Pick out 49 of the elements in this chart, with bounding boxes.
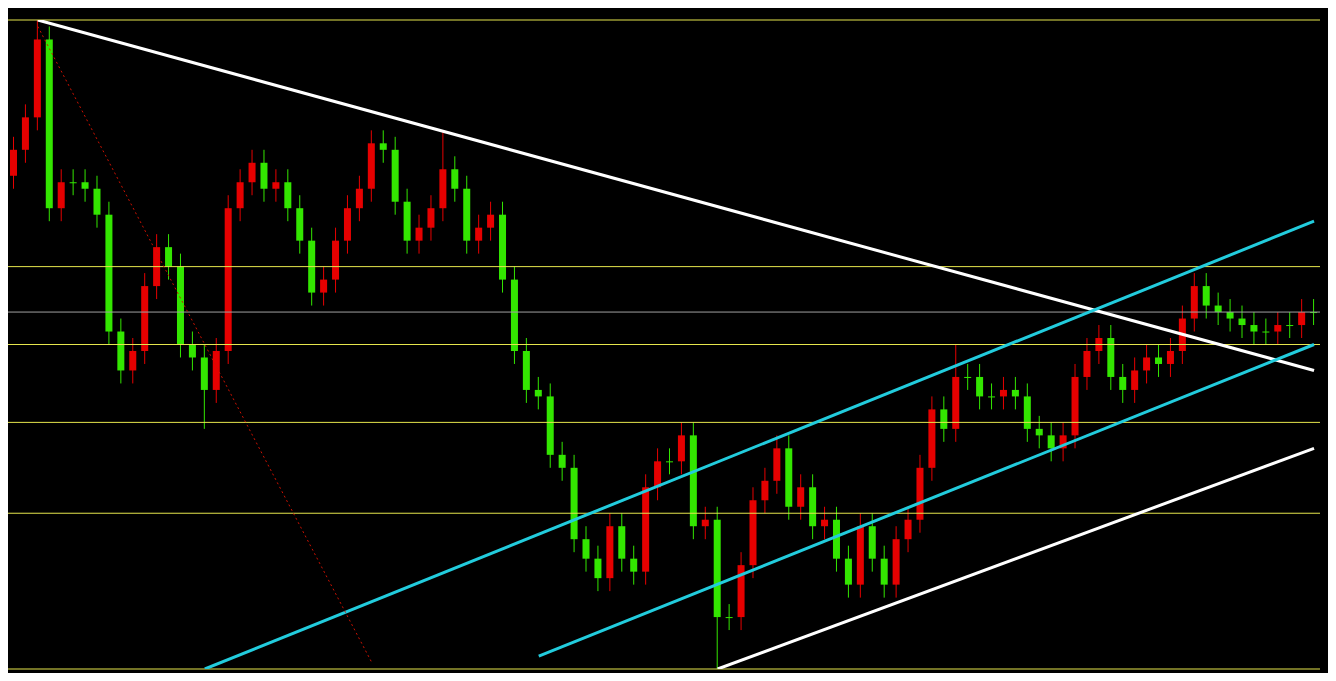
candlestick xyxy=(81,168,89,203)
candlestick xyxy=(594,545,602,592)
candlestick xyxy=(999,376,1007,410)
candlestick xyxy=(630,545,638,586)
candlestick xyxy=(725,603,733,631)
candlestick xyxy=(964,363,972,391)
candlestick xyxy=(558,441,566,482)
candlestick xyxy=(451,155,459,203)
candlestick xyxy=(248,149,256,196)
candlestick xyxy=(1274,311,1282,345)
candlestick xyxy=(1250,311,1258,345)
candlestick xyxy=(761,467,769,514)
candlestick xyxy=(1166,337,1174,378)
candlestick xyxy=(701,506,709,540)
candlestick xyxy=(272,168,280,203)
candlestick xyxy=(821,506,829,540)
candlestick xyxy=(129,337,137,384)
candlestick xyxy=(475,214,483,255)
candlestick xyxy=(1047,421,1055,462)
candlestick xyxy=(1143,344,1151,384)
candlestick xyxy=(534,376,542,410)
candlestick xyxy=(1298,298,1306,339)
candlestick xyxy=(1155,344,1163,378)
candlestick xyxy=(582,525,590,573)
candlestick xyxy=(487,201,495,242)
candlestick xyxy=(1011,376,1019,410)
candlestick xyxy=(1202,272,1210,320)
candlestick xyxy=(1226,298,1234,333)
candlestick xyxy=(988,382,996,410)
candlestick xyxy=(1119,363,1127,404)
candlestick xyxy=(188,331,196,371)
candlestick xyxy=(69,168,77,196)
candlestick xyxy=(904,506,912,553)
candlestick xyxy=(415,214,423,255)
candlestick xyxy=(1095,324,1103,365)
candlestick xyxy=(379,129,387,164)
candlestick xyxy=(1262,318,1270,345)
candlestick xyxy=(1238,305,1246,339)
candlestick xyxy=(320,266,328,307)
candlestick xyxy=(976,363,984,410)
candlestick xyxy=(940,395,948,443)
candlestick xyxy=(165,233,173,281)
candlestick xyxy=(1131,356,1139,404)
candlestick xyxy=(1286,311,1294,339)
candlestick xyxy=(427,194,435,242)
candlestick xyxy=(1035,415,1043,449)
candlestick xyxy=(797,473,805,521)
candlestick xyxy=(666,447,673,475)
candlestick xyxy=(355,175,363,222)
